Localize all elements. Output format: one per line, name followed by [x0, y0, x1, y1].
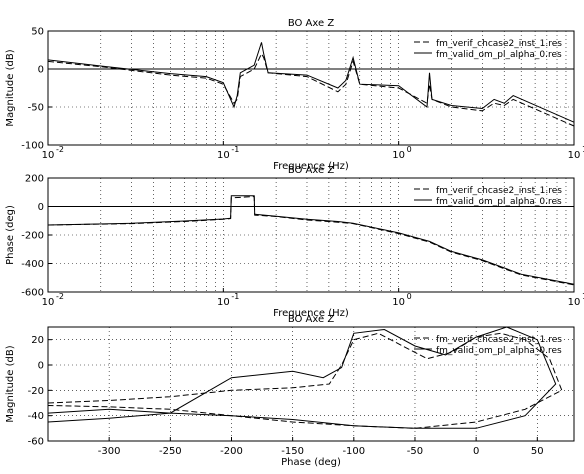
nichols-x-tick-label: -100	[342, 446, 365, 457]
magnitude-y-axis-label: Magnitude (dB)	[5, 49, 16, 126]
nichols-x-axis-label: Phase (deg)	[281, 457, 341, 468]
nichols-y-tick-label: 0	[38, 361, 44, 372]
nichols-y-tick-label: -20	[28, 386, 44, 397]
magnitude-series-2-line	[47, 42, 575, 123]
nichols-series-2-line	[47, 326, 557, 429]
phase-x-tick-exponent: 1	[582, 292, 584, 301]
nichols-x-tick-label: -150	[281, 446, 304, 457]
nichols-y-tick-label: -40	[28, 411, 44, 422]
phase-plot-frame	[47, 177, 575, 293]
magnitude-y-tick-label: -50	[28, 103, 44, 114]
nichols-y-tick-label: 20	[31, 335, 44, 346]
magnitude-x-tick-exponent: 1	[582, 145, 584, 154]
phase-y-axis-label: Phase (deg)	[5, 205, 16, 265]
nichols-series-1-line	[47, 332, 563, 429]
magnitude-x-tick-exponent: -2	[56, 145, 64, 154]
nichols-x-tick-label: -250	[159, 446, 182, 457]
nichols-legend: fm_verif_chcase2_inst_1.res fm_valid_om_…	[414, 335, 562, 356]
phase-y-tick-label: -200	[21, 231, 44, 242]
phase-x-tick-exponent: 0	[407, 292, 412, 301]
magnitude-legend-entry-2: fm_valid_om_pl_alpha_0.res	[436, 50, 562, 60]
magnitude-legend: fm_verif_chcase2_inst_1.res fm_valid_om_…	[414, 39, 562, 60]
nichols-y-tick-label: -60	[28, 437, 44, 448]
nichols-legend-entry-2: fm_valid_om_pl_alpha_0.res	[436, 346, 562, 356]
nichols-y-axis-label: Magnitude (dB)	[5, 345, 16, 422]
phase-x-tick-label: 10	[217, 297, 230, 308]
magnitude-y-tick-label: 50	[31, 27, 44, 38]
nichols-legend-entry-1: fm_verif_chcase2_inst_1.res	[436, 335, 562, 345]
phase-legend: fm_verif_chcase2_inst_1.res fm_valid_om_…	[414, 186, 562, 207]
magnitude-legend-entry-1: fm_verif_chcase2_inst_1.res	[436, 39, 562, 49]
magnitude-x-tick-exponent: 0	[407, 145, 412, 154]
magnitude-x-tick-label: 10	[42, 150, 55, 161]
phase-x-tick-label: 10	[392, 297, 405, 308]
phase-y-tick-label: -600	[21, 288, 44, 299]
magnitude-x-tick-label: 10	[568, 150, 581, 161]
phase-y-tick-label: -400	[21, 259, 44, 270]
phase-x-tick-label: 10	[568, 297, 581, 308]
magnitude-y-tick-label: -100	[21, 141, 44, 152]
nichols-title: BO Axe Z	[288, 314, 335, 325]
magnitude-y-tick-label: 0	[38, 65, 44, 76]
phase-y-tick-label: 200	[25, 174, 44, 185]
nichols-x-tick-label: 0	[473, 446, 479, 457]
phase-legend-entry-1: fm_verif_chcase2_inst_1.res	[436, 186, 562, 196]
phase-title: BO Axe Z	[288, 165, 335, 176]
magnitude-title: BO Axe Z	[288, 18, 335, 29]
magnitude-x-axis-label: Frequence (Hz)	[273, 161, 349, 172]
phase-legend-entry-2: fm_valid_om_pl_alpha_0.res	[436, 197, 562, 207]
nichols-x-tick-label: -300	[98, 446, 121, 457]
magnitude-x-tick-label: 10	[392, 150, 405, 161]
phase-y-tick-label: 0	[38, 202, 44, 213]
phase-x-tick-exponent: -1	[231, 292, 239, 301]
phase-series-2-line	[47, 195, 575, 285]
phase-x-tick-label: 10	[42, 297, 55, 308]
nichols-plot-frame	[47, 326, 575, 442]
nichols-x-tick-label: -50	[407, 446, 423, 457]
magnitude-plot-frame	[47, 30, 575, 146]
magnitude-x-tick-label: 10	[217, 150, 230, 161]
nichols-x-tick-label: 50	[531, 446, 544, 457]
phase-x-axis-label: Frequence (Hz)	[273, 308, 349, 319]
magnitude-x-tick-exponent: -1	[231, 145, 239, 154]
nichols-x-tick-label: -200	[220, 446, 243, 457]
phase-x-tick-exponent: -2	[56, 292, 64, 301]
